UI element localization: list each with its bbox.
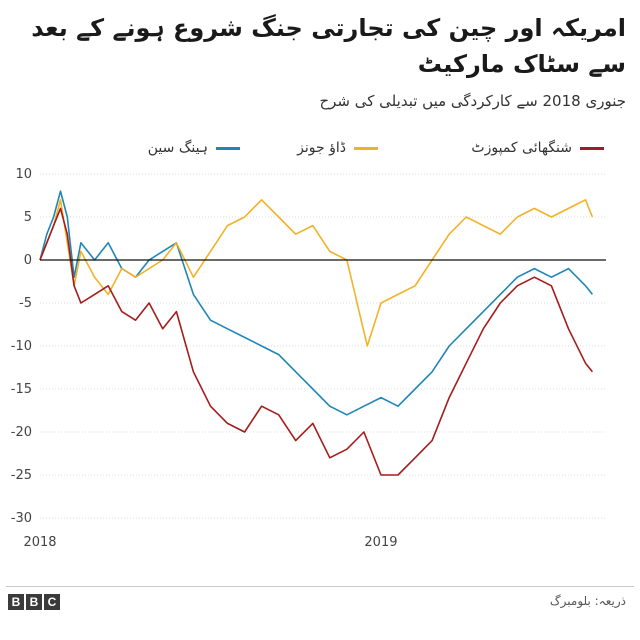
y-tick-label: 10: [15, 167, 32, 182]
y-tick-label: -25: [11, 468, 32, 483]
legend-item-dow: ڈاؤ جونز: [297, 140, 378, 156]
y-axis-ticks: 10 5 0 -5 -10 -15 -20 -25 -30: [11, 167, 32, 526]
x-tick-label: 2018: [23, 535, 56, 550]
legend-swatch-hangseng: [216, 146, 240, 150]
bbc-logo-letter: C: [44, 594, 60, 610]
bbc-logo-letter: B: [26, 594, 42, 610]
legend-item-shanghai: شنگھائی کمپوزٹ: [471, 140, 604, 156]
x-axis-ticks: 2018 2019: [23, 535, 397, 550]
y-tick-label: 0: [24, 253, 32, 268]
series-line-shanghai: [39, 207, 594, 476]
y-tick-label: 5: [24, 210, 32, 225]
legend-swatch-dow: [354, 146, 378, 150]
series-line-dow: [39, 199, 594, 347]
source-note: ذریعہ: بلومبرگ: [549, 594, 626, 608]
bbc-logo-letter: B: [8, 594, 24, 610]
legend-label-hangseng: ہینگ سین: [147, 140, 208, 156]
gridlines: [40, 173, 606, 519]
y-tick-label: -15: [11, 382, 32, 397]
series-lines: [39, 190, 594, 476]
series-line-hangseng: [39, 190, 594, 416]
legend-swatch-shanghai: [580, 146, 604, 150]
y-tick-label: -5: [19, 296, 32, 311]
legend-item-hangseng: ہینگ سین: [148, 140, 240, 156]
chart-title: امریکہ اور چین کی تجارتی جنگ شروع ہونے ک…: [31, 14, 626, 78]
legend-label-shanghai: شنگھائی کمپوزٹ: [471, 140, 572, 156]
chart-subtitle: جنوری 2018 سے کارکردگی میں تبدیلی کی شرح: [319, 92, 626, 110]
bbc-logo: B B C: [8, 594, 60, 610]
y-tick-label: -30: [11, 511, 32, 526]
footer-divider: [6, 586, 634, 587]
legend-label-dow: ڈاؤ جونز: [297, 140, 346, 156]
y-tick-label: -20: [11, 425, 32, 440]
legend: شنگھائی کمپوزٹ ڈاؤ جونز ہینگ سین: [0, 140, 640, 162]
y-tick-label: -10: [11, 339, 32, 354]
x-tick-label: 2019: [364, 535, 397, 550]
